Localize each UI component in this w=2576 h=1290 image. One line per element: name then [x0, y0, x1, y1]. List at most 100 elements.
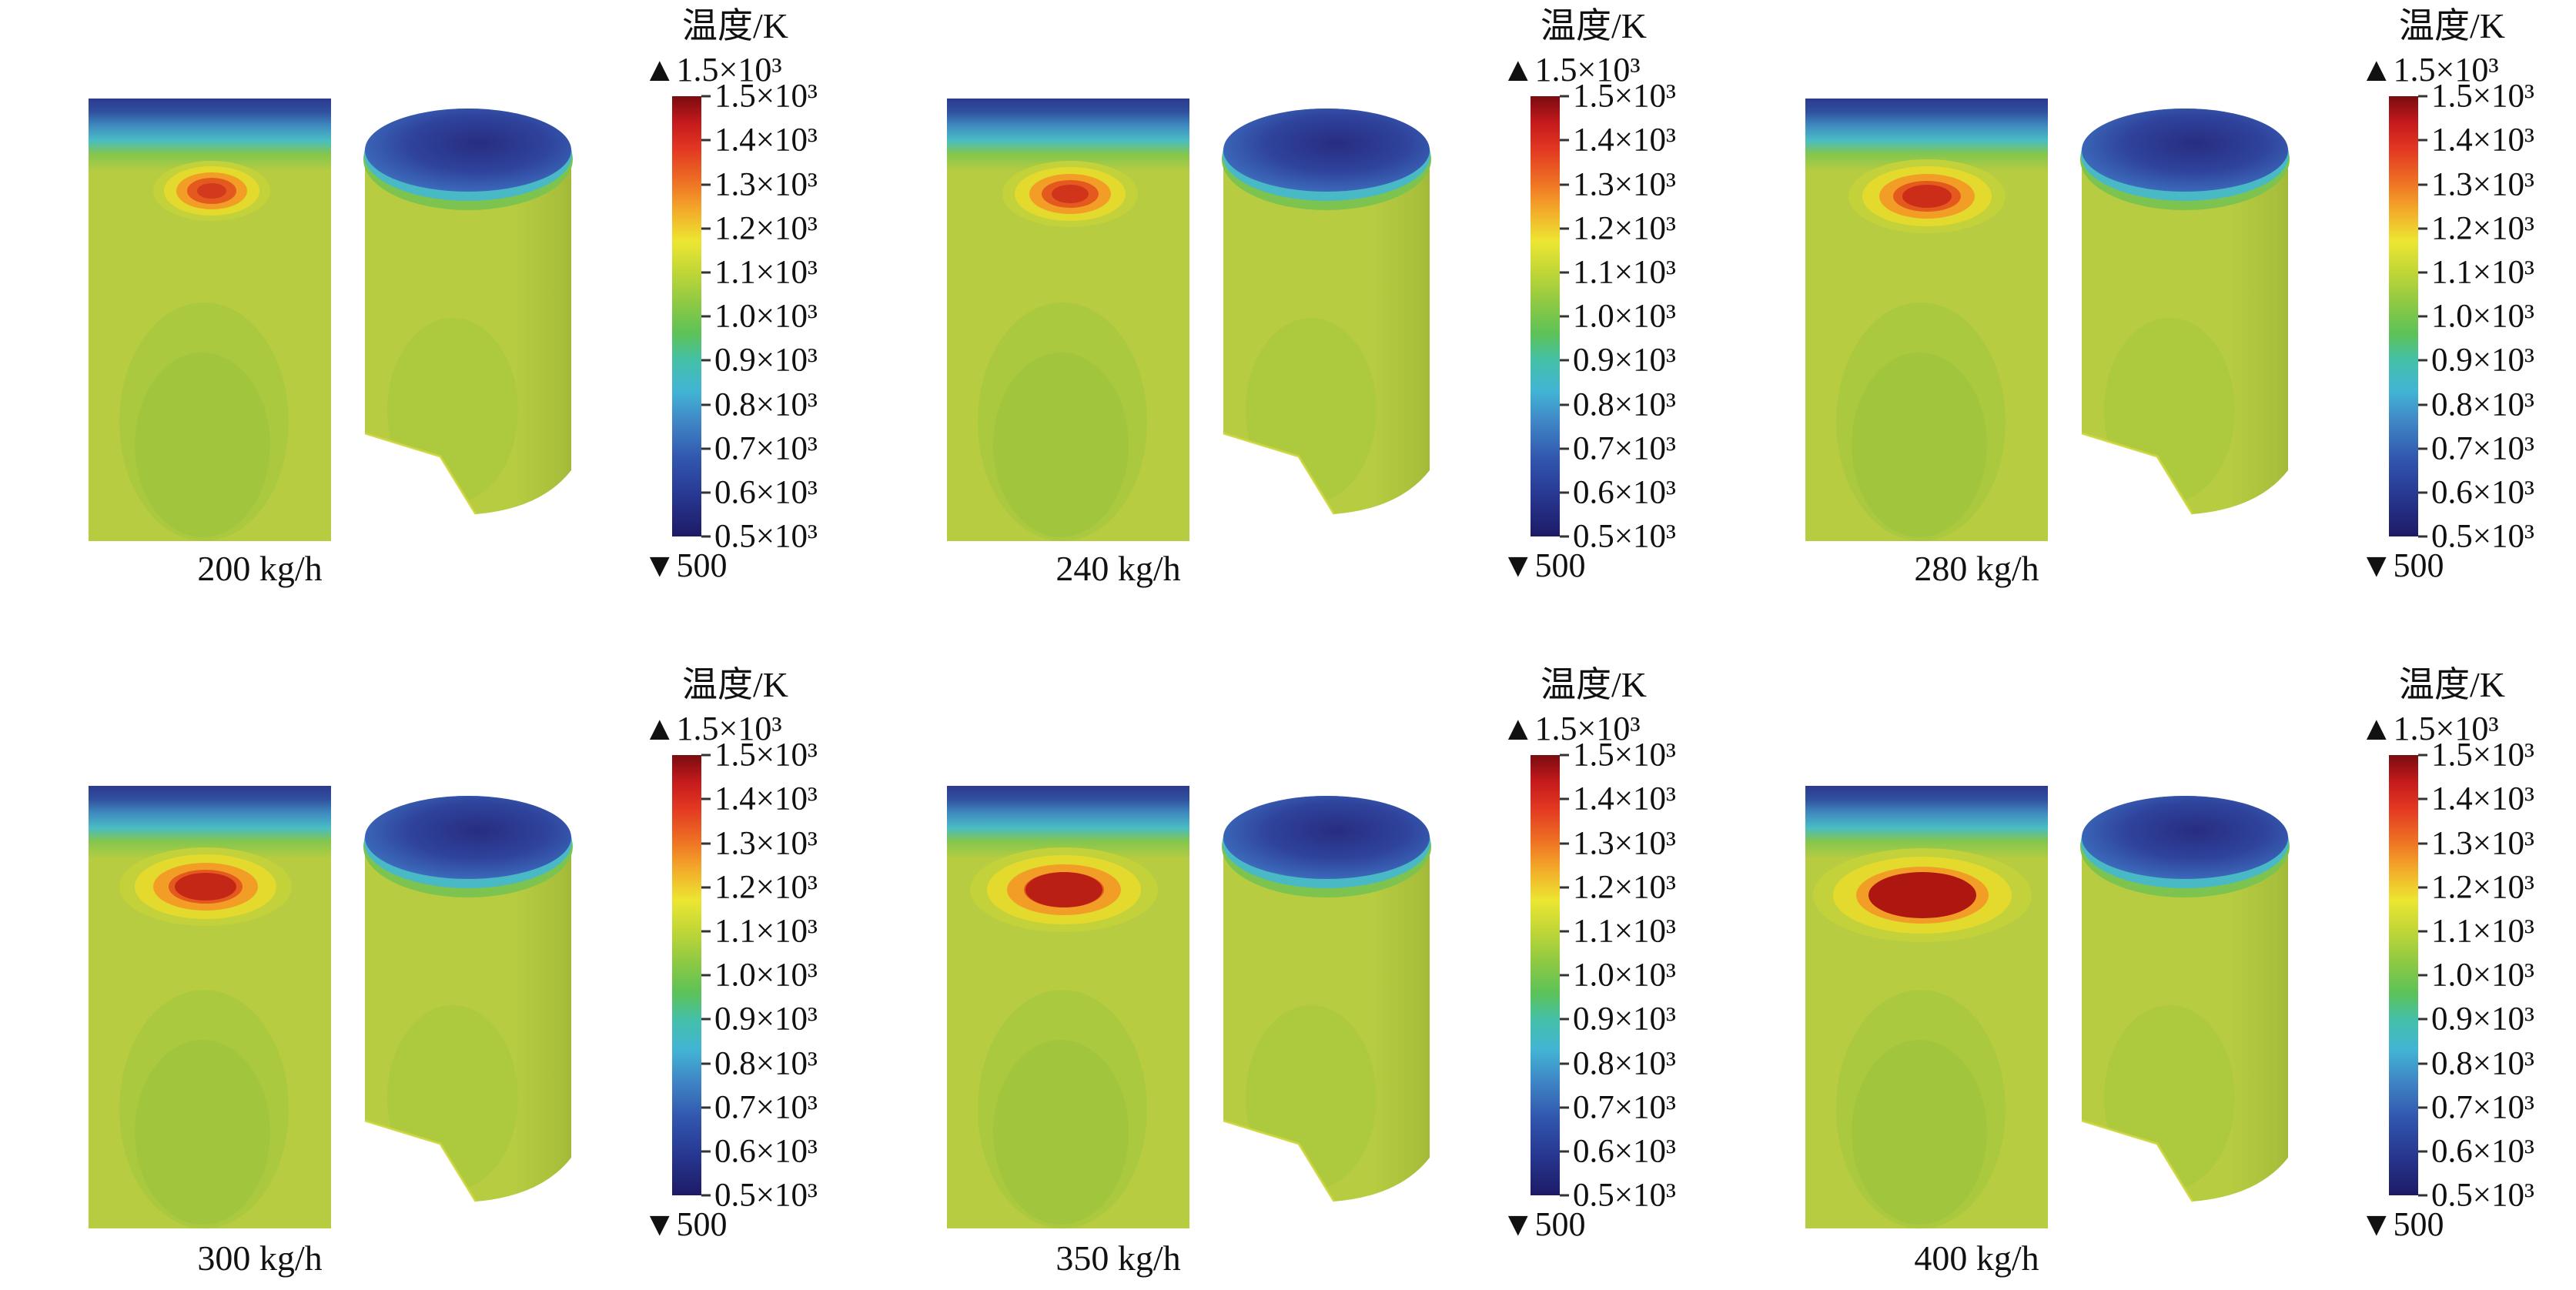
colorbar-tick: 0.9×10³ — [2418, 1003, 2534, 1036]
tick-label: 0.9×10³ — [714, 342, 818, 379]
tick-mark — [701, 1106, 711, 1109]
colorbar-tick: 1.2×10³ — [701, 212, 818, 245]
tick-label: 0.9×10³ — [714, 1001, 818, 1038]
tick-mark — [701, 95, 711, 98]
colorbar-tick: 1.5×10³ — [2418, 739, 2534, 772]
cylinder-top-cap — [2082, 109, 2288, 192]
tick-label: 0.5×10³ — [2431, 1177, 2534, 1214]
tick-label: 1.5×10³ — [714, 737, 818, 774]
tick-label: 1.4×10³ — [2431, 780, 2534, 817]
colorbar-tick: 1.5×10³ — [1560, 80, 1676, 113]
cut-edge-highlight — [364, 432, 477, 515]
tick-mark — [2418, 886, 2427, 889]
colorbar-gradient — [1531, 96, 1560, 537]
colorbar-tick: 0.8×10³ — [2418, 388, 2534, 421]
temperature-contour-3d — [1222, 109, 1431, 515]
tick-label: 0.5×10³ — [1573, 518, 1676, 555]
colorbar-tick: 1.4×10³ — [2418, 124, 2534, 157]
tick-mark — [701, 491, 711, 494]
colorbar-gradient — [672, 755, 701, 1196]
tick-mark — [2418, 754, 2427, 757]
colorbar-tick: 1.1×10³ — [701, 256, 818, 289]
colorbar-tick: 0.7×10³ — [2418, 432, 2534, 465]
colorbar-min-marker: ▼500 — [1501, 1205, 1586, 1244]
colorbar-tick: 1.0×10³ — [1560, 959, 1676, 992]
colorbar-min-marker: ▼500 — [643, 546, 728, 585]
temperature-contour-3d — [2080, 796, 2290, 1202]
tick-label: 0.5×10³ — [2431, 518, 2534, 555]
cylinder-top-cap — [2082, 796, 2288, 879]
interior-cool-patch-core — [135, 353, 270, 537]
colorbar-title: 温度/K — [2399, 665, 2505, 704]
tick-label: 1.4×10³ — [1573, 780, 1676, 817]
tick-mark — [2418, 315, 2427, 318]
temperature-contour-3d — [2080, 109, 2290, 515]
tick-label: 1.0×10³ — [2431, 298, 2534, 335]
tick-label: 0.8×10³ — [1573, 386, 1676, 423]
colorbar-tick: 1.5×10³ — [701, 80, 818, 113]
colorbar-tick: 1.0×10³ — [2418, 959, 2534, 992]
colorbar-tick: 1.1×10³ — [1560, 256, 1676, 289]
tick-label: 1.3×10³ — [1573, 166, 1676, 203]
colorbar-tick: 1.2×10³ — [701, 871, 818, 904]
simulation-panel: 300 kg/h 温度/K ▲1.5×10³ 1.5×10³ 1.4×10³ 1.3… — [0, 645, 858, 1290]
tick-mark — [701, 930, 711, 933]
tick-label: 1.5×10³ — [1573, 737, 1676, 774]
colorbar-tick: 1.3×10³ — [1560, 827, 1676, 860]
flow-rate-label: 400 kg/h — [1914, 1238, 2039, 1278]
colorbar-max-marker: ▲1.5×10³ — [643, 50, 782, 89]
tick-mark — [1560, 1106, 1569, 1109]
tick-label: 1.1×10³ — [1573, 913, 1676, 950]
tick-label: 0.9×10³ — [2431, 342, 2534, 379]
colorbar-tick: 1.2×10³ — [2418, 871, 2534, 904]
tick-label: 1.4×10³ — [2431, 122, 2534, 159]
tick-mark — [2418, 974, 2427, 977]
hotspot-layer — [1052, 185, 1089, 203]
colorbar-tick: 0.7×10³ — [1560, 1091, 1676, 1124]
colorbar-tick: 0.9×10³ — [1560, 344, 1676, 377]
tick-mark — [1560, 1150, 1569, 1153]
flow-rate-label: 350 kg/h — [1055, 1238, 1181, 1278]
flow-rate-label: 240 kg/h — [1055, 549, 1181, 588]
colorbar-tick: 1.3×10³ — [701, 168, 818, 201]
tick-label: 1.5×10³ — [714, 78, 818, 115]
colorbar-gradient — [672, 96, 701, 537]
cut-edge-highlight — [1223, 432, 1336, 515]
temperature-contour-2d — [947, 786, 1189, 1228]
interior-cool-patch-core — [1852, 1040, 1987, 1225]
colorbar-title: 温度/K — [1541, 665, 1647, 704]
colorbar-max-marker: ▲1.5×10³ — [1501, 709, 1641, 747]
colorbar-body: 1.5×10³ 1.4×10³ 1.3×10³ 1.2×10³ 1.1×10³ 1.0×1… — [1486, 80, 1701, 553]
simulation-panel: 350 kg/h 温度/K ▲1.5×10³ 1.5×10³ 1.4×10³ 1.3… — [858, 645, 1717, 1290]
tick-mark — [1560, 359, 1569, 362]
tick-mark — [2418, 1106, 2427, 1109]
colorbar-tick: 1.5×10³ — [1560, 739, 1676, 772]
tick-mark — [1560, 447, 1569, 450]
interior-cool-patch-core — [993, 353, 1129, 537]
tick-label: 0.5×10³ — [714, 1177, 818, 1214]
tick-mark — [1560, 974, 1569, 977]
tick-mark — [701, 183, 711, 186]
colorbar: 温度/K ▲1.5×10³ 1.5×10³ 1.4×10³ 1.3×10³ 1.2×1… — [2344, 6, 2560, 585]
colorbar-tick: 1.3×10³ — [701, 827, 818, 860]
hotspot-layer — [175, 873, 236, 901]
temperature-contour-2d — [89, 786, 331, 1228]
temperature-contour-2d — [1805, 786, 2048, 1228]
tick-label: 1.0×10³ — [1573, 957, 1676, 994]
tick-mark — [1560, 271, 1569, 274]
tick-label: 0.6×10³ — [2431, 1133, 2534, 1170]
colorbar-tick: 0.5×10³ — [701, 520, 818, 553]
tick-label: 1.2×10³ — [2431, 210, 2534, 247]
tick-mark — [1560, 930, 1569, 933]
tick-label: 0.5×10³ — [714, 518, 818, 555]
cut-edge-highlight — [364, 1119, 477, 1202]
tick-label: 1.4×10³ — [714, 780, 818, 817]
tick-label: 1.2×10³ — [2431, 869, 2534, 906]
colorbar-tick: 1.0×10³ — [701, 300, 818, 333]
tick-label: 1.0×10³ — [2431, 957, 2534, 994]
tick-label: 0.7×10³ — [714, 1089, 818, 1126]
tick-label: 0.6×10³ — [2431, 474, 2534, 511]
hotspot-2d — [153, 161, 270, 221]
colorbar-min-marker: ▼500 — [2360, 1205, 2444, 1244]
